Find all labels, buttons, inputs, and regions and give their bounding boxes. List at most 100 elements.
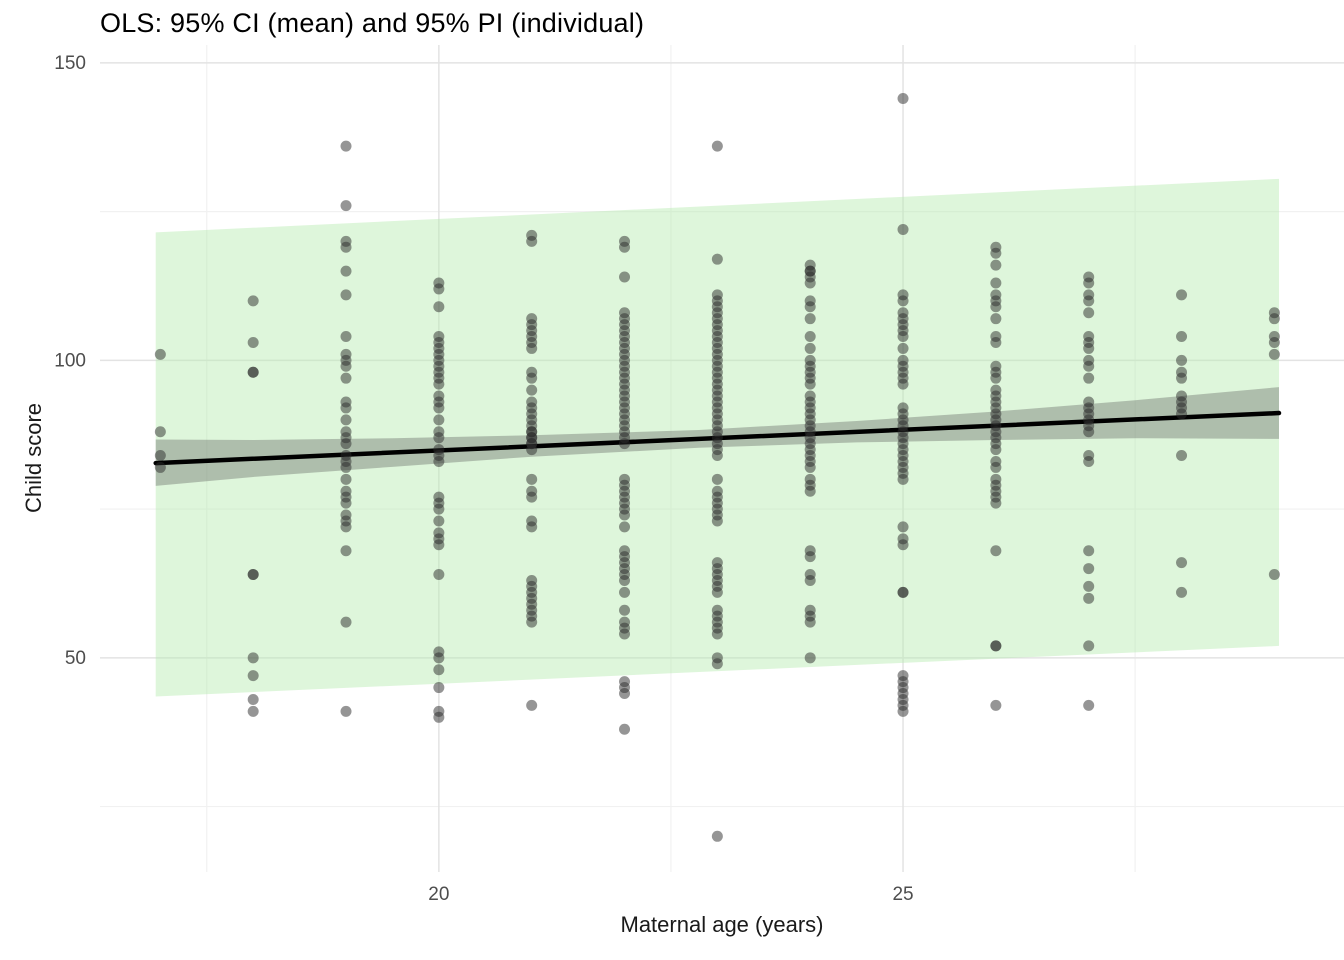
data-point bbox=[897, 521, 909, 533]
data-point bbox=[526, 521, 538, 533]
data-point bbox=[990, 545, 1002, 557]
data-point bbox=[340, 473, 352, 485]
data-point bbox=[990, 461, 1002, 473]
data-point bbox=[433, 711, 445, 723]
data-point bbox=[340, 200, 352, 212]
data-point bbox=[154, 450, 166, 462]
x-tick-label: 20 bbox=[428, 884, 449, 905]
data-point bbox=[990, 640, 1002, 652]
data-point bbox=[711, 830, 723, 842]
data-point bbox=[340, 140, 352, 152]
data-point bbox=[990, 497, 1002, 509]
data-point bbox=[526, 491, 538, 503]
data-point bbox=[1268, 569, 1280, 581]
data-point bbox=[1083, 360, 1095, 372]
data-point bbox=[897, 93, 909, 105]
data-point bbox=[1083, 592, 1095, 604]
data-point bbox=[1083, 342, 1095, 354]
data-point bbox=[1176, 408, 1188, 420]
data-point bbox=[990, 699, 1002, 711]
data-point bbox=[897, 295, 909, 307]
data-point bbox=[247, 705, 259, 717]
data-point bbox=[154, 426, 166, 438]
data-point bbox=[1083, 307, 1095, 319]
data-point bbox=[526, 342, 538, 354]
y-tick-label: 100 bbox=[54, 350, 86, 371]
data-point bbox=[526, 384, 538, 396]
data-point bbox=[619, 271, 631, 283]
data-point bbox=[990, 247, 1002, 259]
chart-title: OLS: 95% CI (mean) and 95% PI (individua… bbox=[100, 8, 645, 38]
data-point bbox=[340, 360, 352, 372]
data-point bbox=[619, 521, 631, 533]
data-point bbox=[340, 705, 352, 717]
data-point bbox=[619, 604, 631, 616]
data-point bbox=[804, 313, 816, 325]
data-point bbox=[804, 485, 816, 497]
data-point bbox=[897, 331, 909, 343]
data-point bbox=[897, 539, 909, 551]
data-point bbox=[804, 301, 816, 313]
data-point bbox=[340, 461, 352, 473]
data-point bbox=[619, 723, 631, 735]
data-point bbox=[990, 277, 1002, 289]
data-point bbox=[711, 450, 723, 462]
data-point bbox=[247, 366, 259, 378]
data-point bbox=[526, 444, 538, 456]
y-tick-label: 150 bbox=[54, 53, 86, 74]
data-point bbox=[1083, 455, 1095, 467]
data-point bbox=[154, 461, 166, 473]
data-point bbox=[340, 372, 352, 384]
data-point bbox=[711, 586, 723, 598]
data-point bbox=[1176, 289, 1188, 301]
data-point bbox=[711, 473, 723, 485]
data-point bbox=[247, 336, 259, 348]
data-point bbox=[619, 438, 631, 450]
data-point bbox=[1176, 354, 1188, 366]
data-point bbox=[711, 628, 723, 640]
data-point bbox=[154, 348, 166, 360]
data-point bbox=[1083, 580, 1095, 592]
data-point bbox=[247, 693, 259, 705]
data-point bbox=[340, 497, 352, 509]
data-point bbox=[526, 372, 538, 384]
data-point bbox=[340, 265, 352, 277]
data-point bbox=[526, 235, 538, 247]
data-point bbox=[433, 515, 445, 527]
data-point bbox=[340, 438, 352, 450]
data-point bbox=[433, 652, 445, 664]
data-point bbox=[340, 289, 352, 301]
data-point bbox=[247, 569, 259, 581]
data-point bbox=[433, 503, 445, 515]
data-point bbox=[990, 336, 1002, 348]
data-point bbox=[804, 342, 816, 354]
data-point bbox=[897, 705, 909, 717]
data-point bbox=[897, 378, 909, 390]
data-point bbox=[804, 652, 816, 664]
data-point bbox=[340, 331, 352, 343]
data-point bbox=[897, 223, 909, 235]
data-point bbox=[1176, 450, 1188, 462]
data-point bbox=[433, 539, 445, 551]
data-point bbox=[1176, 331, 1188, 343]
data-point bbox=[340, 545, 352, 557]
x-tick-label: 25 bbox=[892, 884, 913, 905]
data-point bbox=[433, 301, 445, 313]
data-point bbox=[526, 699, 538, 711]
data-point bbox=[1083, 699, 1095, 711]
data-point bbox=[433, 283, 445, 295]
data-point bbox=[1083, 295, 1095, 307]
data-point bbox=[619, 509, 631, 521]
data-point bbox=[433, 455, 445, 467]
data-point bbox=[340, 414, 352, 426]
data-point bbox=[1268, 336, 1280, 348]
data-point bbox=[990, 372, 1002, 384]
data-point bbox=[1083, 563, 1095, 575]
data-point bbox=[619, 241, 631, 253]
data-point bbox=[247, 652, 259, 664]
data-point bbox=[247, 295, 259, 307]
data-point bbox=[433, 664, 445, 676]
data-point bbox=[340, 402, 352, 414]
